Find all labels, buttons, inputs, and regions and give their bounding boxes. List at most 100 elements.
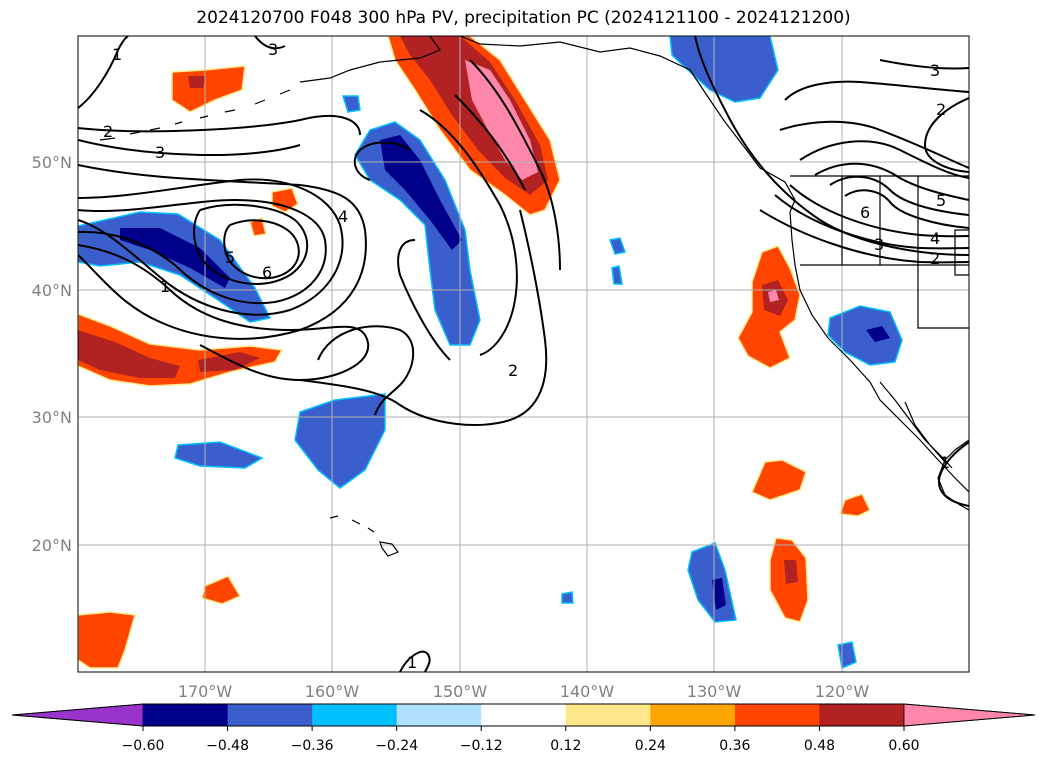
- contour-label: 1: [160, 277, 170, 296]
- mexico-coast: [937, 439, 969, 511]
- precip-blob-small-orange-2: [249, 217, 267, 237]
- contour-label: 1: [407, 653, 417, 672]
- contour-label: 4: [930, 229, 940, 248]
- precip-blob-central-darkblue: [380, 135, 462, 250]
- contour-label: 2: [936, 100, 946, 119]
- us-state-borders: [800, 176, 969, 329]
- colorbar-segment: [481, 704, 567, 726]
- precip-blob-nw-red: [188, 76, 205, 88]
- contour-label: 6: [262, 263, 272, 282]
- colorbar-tick-label: 0.24: [635, 738, 666, 754]
- lat-label-20n: 20°N: [32, 536, 72, 555]
- lat-label-40n: 40°N: [32, 281, 72, 300]
- precip-blob-small-blue-1: [174, 441, 264, 469]
- map-title: 2024120700 F048 300 hPa PV, precipitatio…: [196, 8, 851, 28]
- hawaii-islands: [329, 515, 399, 557]
- lat-label-30n: 30°N: [32, 408, 72, 427]
- colorbar-segment: [143, 704, 229, 726]
- colorbar-tick-labels: −0.60 −0.48 −0.36 −0.24 −0.12 0.12 0.24 0.36 0.4…: [122, 726, 920, 754]
- pv-contour-trough-east: [419, 109, 518, 356]
- colorbar-segment: [565, 704, 651, 726]
- pv-contour-alaska: [454, 59, 561, 271]
- lon-label-160w: 160°W: [305, 682, 360, 701]
- pv-contour-1-south: [399, 650, 431, 672]
- pv-contour-3-ne: [879, 59, 969, 70]
- precip-blob-alaska-pink: [465, 60, 538, 180]
- colorbar-segment: [650, 704, 736, 726]
- pv-contour-ridge-8: [774, 194, 969, 250]
- colorbar-tick-label: −0.24: [375, 738, 418, 754]
- colorbar: [11, 703, 1036, 727]
- contour-label: 3: [874, 235, 884, 254]
- pv-contour-trough-inner-2: [353, 141, 451, 361]
- colorbar-tick-label: 0.36: [719, 738, 750, 754]
- pv-contour-1-nw: [78, 36, 129, 109]
- pv-contour-d: [193, 203, 309, 285]
- colorbar-segment: [312, 704, 398, 726]
- coastlines: [99, 36, 969, 557]
- pv-contour-b: [78, 178, 344, 316]
- precip-blob-small-orange-4: [838, 493, 872, 517]
- aleutian-islands: [99, 89, 291, 141]
- precip-blob-small-orange-3: [201, 575, 242, 605]
- lon-label-170w: 170°W: [178, 682, 233, 701]
- north-america-west-coast: [789, 211, 969, 493]
- contour-label: 2: [508, 361, 518, 380]
- contour-label: 2: [930, 249, 940, 268]
- precip-blob-tiny-blue-4: [561, 591, 574, 604]
- pv-contour-ridge-4: [814, 162, 969, 201]
- colorbar-tick-label: 0.48: [804, 738, 835, 754]
- colorbar-segment: [396, 704, 482, 726]
- pv-contour-2-ne: [923, 97, 969, 173]
- precip-blob-tiny-blue-5: [341, 95, 361, 113]
- map-frame: [77, 35, 970, 673]
- precip-blob-south-blue: [687, 542, 737, 623]
- colorbar-tick-label: −0.48: [206, 738, 249, 754]
- latitude-labels: 50°N 40°N 30°N 20°N: [32, 153, 72, 555]
- contour-label: 6: [860, 203, 870, 222]
- precip-blob-california-pink: [768, 290, 779, 302]
- lon-label-120w: 120°W: [815, 682, 870, 701]
- precip-blob-mexico-orange: [751, 459, 807, 501]
- pv-contour-ridge-6: [844, 189, 969, 229]
- pv-contour-2-west: [78, 115, 361, 136]
- colorbar-tick-label: 0.12: [550, 738, 581, 754]
- contour-label: 1: [112, 45, 122, 64]
- lon-label-150w: 150°W: [433, 682, 488, 701]
- precip-blob-tiny-blue-1: [609, 237, 626, 255]
- pv-contour-2-trough: [299, 209, 548, 426]
- colorbar-segment: [227, 704, 313, 726]
- precip-blob-west-blue: [78, 211, 272, 323]
- precip-positive-fills: [78, 36, 872, 669]
- colorbar-tick-label: −0.12: [460, 738, 503, 754]
- pv-contour-f: [78, 244, 370, 382]
- colorbar-tick-label: 0.60: [888, 738, 919, 754]
- contour-label: 3: [155, 143, 165, 162]
- pv-contour-ridge-2: [779, 120, 969, 169]
- pv-contour-c: [78, 198, 327, 305]
- contour-label: 1: [940, 453, 950, 472]
- alaska-coast: [299, 36, 796, 213]
- pv-contour-ne-loop: [784, 80, 969, 101]
- contour-label: 5: [936, 191, 946, 210]
- contour-label: 3: [930, 61, 940, 80]
- contour-labels: 1 3 2 3 4 5 6 1 2 3 2 5 6 3 4 2 1 1: [103, 40, 950, 672]
- colorbar-extend-high: [903, 703, 1036, 727]
- pv-contours: [78, 36, 969, 672]
- pv-contour-trough-inner-1: [317, 325, 415, 416]
- contour-label: 5: [225, 248, 235, 267]
- pv-contour-ridge-7: [759, 209, 969, 264]
- pv-contour-ridge-9: [789, 184, 969, 238]
- colorbar-extend-low: [11, 703, 144, 727]
- precip-blob-california-darkblue: [866, 326, 890, 342]
- contour-label: 3: [268, 40, 278, 59]
- precip-blob-south-red: [784, 560, 798, 584]
- precip-blob-sw-orange: [78, 611, 136, 669]
- precip-blob-west-darkblue: [120, 228, 230, 288]
- longitude-labels: 170°W 160°W 150°W 140°W 130°W 120°W: [178, 682, 870, 701]
- lon-label-130w: 130°W: [687, 682, 742, 701]
- lat-label-50n: 50°N: [32, 153, 72, 172]
- contour-label: 2: [103, 122, 113, 141]
- pv-contour-e: [223, 219, 300, 280]
